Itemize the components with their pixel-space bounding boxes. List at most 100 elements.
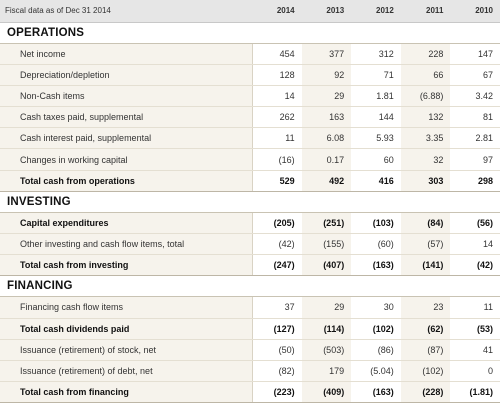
value-cell: 11 [450,296,500,319]
total-row: Total cash from operations 529 492 416 303 29… [0,170,500,192]
value-cell: (155) [301,233,352,256]
table-row: Changes in working capital (16) 0.17 60 32 97 [0,148,500,171]
value-cell: (42) [251,233,302,256]
table-row: Net income 454 377 312 228 147 [0,42,500,65]
value-cell: (86) [351,339,401,361]
total-row: Total cash from investing (247) (407) (163)… [0,254,500,277]
row-label: Total cash from financing [0,381,253,404]
row-label: Non-Cash items [0,85,253,108]
value-cell: 0.17 [301,148,352,171]
value-cell: 97 [450,148,500,171]
value-cell: (82) [251,360,302,383]
value-cell: (228) [400,381,451,404]
value-cell: (247) [251,254,302,277]
table-row: Capital expenditures (205) (251) (103) (84)(… [0,211,500,235]
table-row: Non-Cash items 14 29 1.81 (6.88) 3.42 [0,85,500,108]
value-cell: (60) [351,233,401,256]
value-cell: 30 [351,296,401,319]
value-cell: 29 [301,85,352,108]
value-cell: 416 [351,170,401,192]
year-header: 2010 [450,0,500,23]
year-header: 2011 [400,0,451,23]
value-cell: (6.88) [400,85,451,108]
table-row: Other investing and cash flow items, tot… [0,233,500,256]
value-cell: 5.93 [351,127,401,150]
row-label: Total cash from investing [0,254,253,277]
table-row: Issuance (retirement) of stock, net (50)(… [0,339,500,361]
value-cell: 37 [251,296,302,319]
value-cell: (163) [351,381,401,404]
value-cell: (503) [301,339,352,361]
value-cell: 228 [400,42,451,65]
value-cell: (50) [251,339,302,361]
value-cell: 29 [301,296,352,319]
value-cell: 298 [450,170,500,192]
section-header: OPERATIONS [0,22,500,43]
value-cell: 179 [301,360,352,383]
value-cell: 32 [400,148,451,171]
section-title: OPERATIONS [7,26,85,39]
value-cell: (407) [301,254,352,277]
value-cell: 529 [251,170,302,192]
row-label: Total cash from operations [0,170,253,192]
year-header: 2014 [252,0,302,23]
value-cell: (16) [251,148,302,171]
table-row: Total cash dividends paid (127) (114) (102)… [0,318,500,340]
value-cell: (409) [301,381,352,404]
fiscal-caption: Fiscal data as of Dec 31 2014 [0,0,253,23]
value-cell: 303 [400,170,451,192]
table-row: Depreciation/depletion 128 92 71 66 67 [0,64,500,86]
year-header: 2013 [301,0,352,23]
row-label: Other investing and cash flow items, tot… [0,233,253,256]
value-cell: (5.04) [351,360,401,383]
row-label: Depreciation/depletion [0,64,253,86]
value-cell: (53) [450,318,500,340]
table-row: Financing cash flow items 37 29 30 23 11 [0,296,500,319]
row-label: Issuance (retirement) of stock, net [0,339,253,361]
value-cell: (57) [400,233,451,256]
value-cell: (1.81) [450,381,500,404]
value-cell: (127) [251,318,302,340]
value-cell: 41 [450,339,500,361]
row-label: Total cash dividends paid [0,318,253,340]
value-cell: 60 [351,148,401,171]
row-label: Cash interest paid, supplemental [0,127,253,150]
value-cell: 128 [251,64,302,86]
table-body: OPERATIONS Net income 454 377 312 228 147 Depre… [0,22,500,404]
value-cell: (103) [351,211,401,235]
value-cell: 3.35 [400,127,451,150]
table-row: Issuance (retirement) of debt, net (82) 17… [0,360,500,383]
value-cell: 3.42 [450,85,500,108]
row-label: Changes in working capital [0,148,253,171]
value-cell: 14 [251,85,302,108]
value-cell: 6.08 [301,127,352,150]
value-cell: 147 [450,42,500,65]
value-cell: (42) [450,254,500,277]
value-cell: 312 [351,42,401,65]
value-cell: 132 [400,106,451,129]
section-header: INVESTING [0,191,500,213]
value-cell: 492 [301,170,352,192]
value-cell: (62) [400,318,451,340]
value-cell: 144 [351,106,401,129]
total-row: Total cash from financing (223) (409) (163)… [0,381,500,404]
header-row: Fiscal data as of Dec 31 2014 2014 2013 … [0,0,500,23]
value-cell: (56) [450,211,500,235]
row-label: Issuance (retirement) of debt, net [0,360,253,383]
year-header: 2012 [351,0,401,23]
value-cell: 14 [450,233,500,256]
value-cell: (84) [400,211,451,235]
value-cell: (251) [301,211,352,235]
value-cell: 71 [351,64,401,86]
value-cell: 67 [450,64,500,86]
value-cell: 377 [301,42,352,65]
section-title: INVESTING [7,195,71,208]
row-label: Capital expenditures [0,211,253,235]
value-cell: 23 [400,296,451,319]
section-title: FINANCING [7,280,73,293]
value-cell: (163) [351,254,401,277]
value-cell: (102) [400,360,451,383]
value-cell: 92 [301,64,352,86]
row-label: Net income [0,42,253,65]
row-label: Financing cash flow items [0,296,253,319]
